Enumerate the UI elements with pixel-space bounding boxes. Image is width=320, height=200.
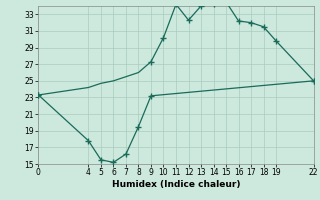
X-axis label: Humidex (Indice chaleur): Humidex (Indice chaleur) bbox=[112, 180, 240, 189]
